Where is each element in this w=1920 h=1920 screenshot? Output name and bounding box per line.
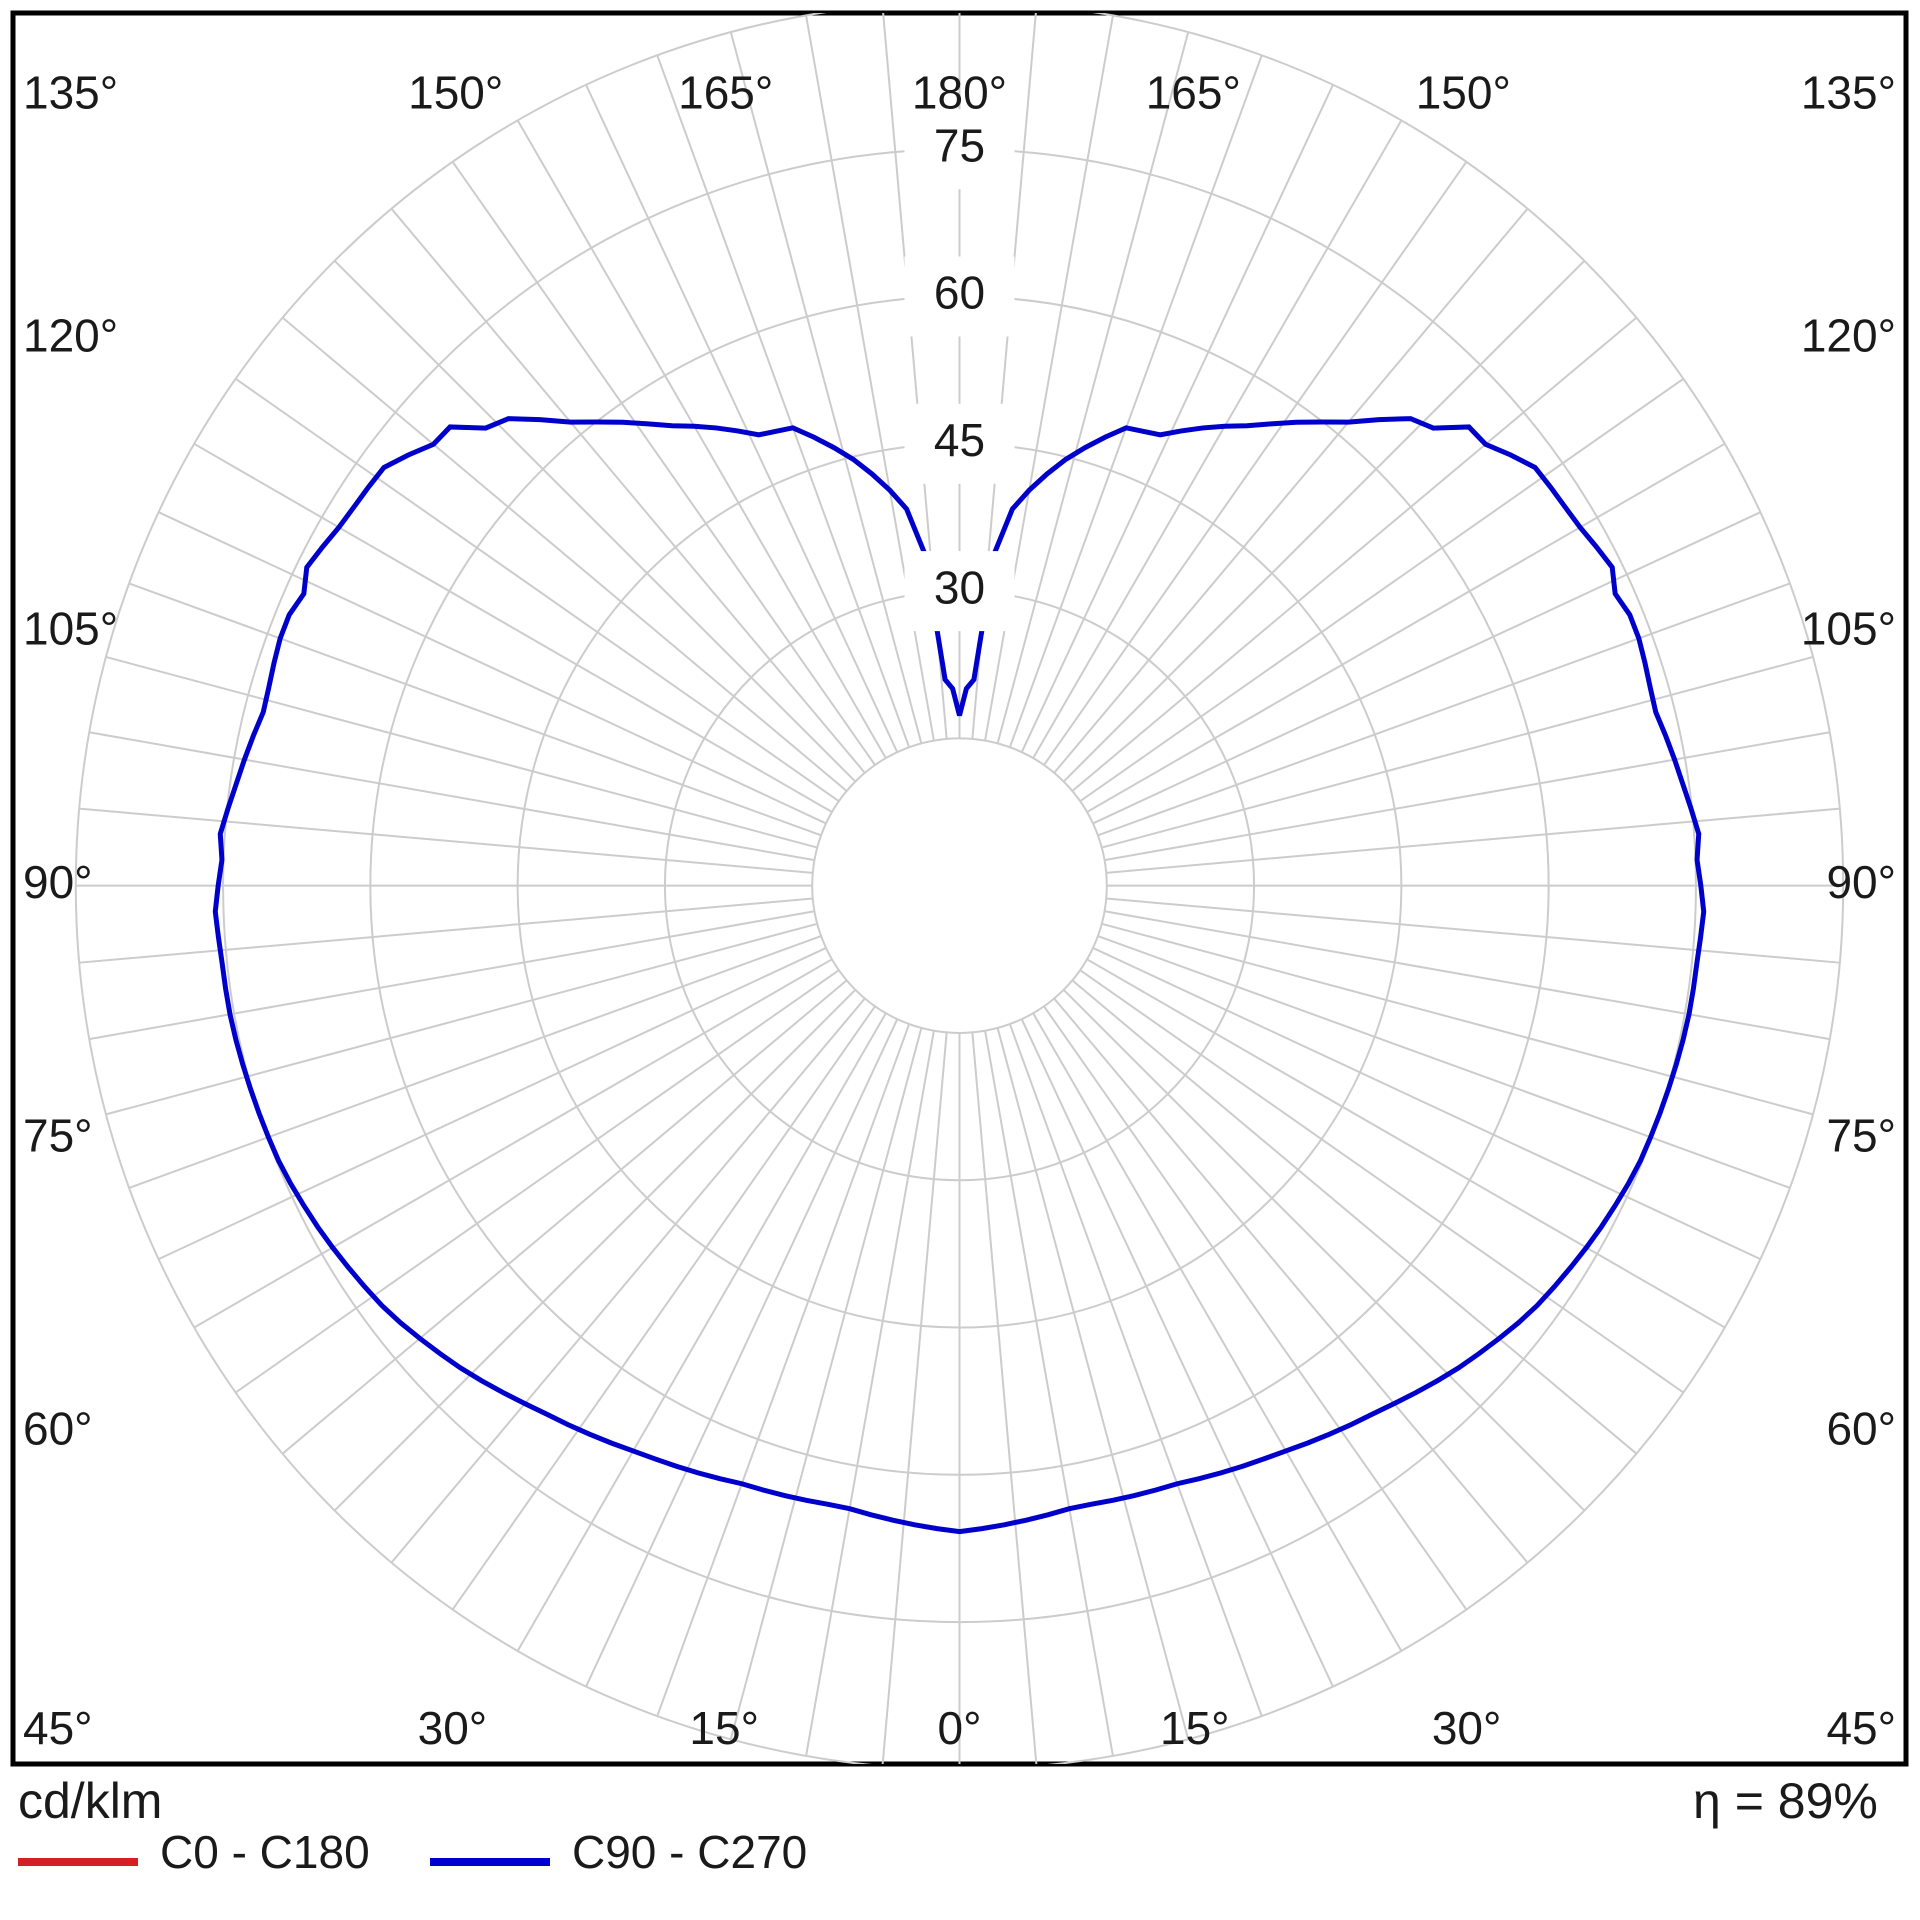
svg-text:15°: 15°	[1160, 1702, 1230, 1754]
svg-text:45°: 45°	[23, 1702, 93, 1754]
svg-text:165°: 165°	[678, 67, 773, 119]
svg-text:90°: 90°	[23, 856, 93, 908]
svg-text:150°: 150°	[1416, 67, 1511, 119]
svg-text:60°: 60°	[1826, 1402, 1896, 1454]
svg-text:60°: 60°	[23, 1402, 93, 1454]
svg-text:15°: 15°	[689, 1702, 759, 1754]
svg-text:30°: 30°	[418, 1702, 488, 1754]
svg-text:30°: 30°	[1432, 1702, 1502, 1754]
svg-text:30: 30	[934, 561, 985, 613]
svg-text:135°: 135°	[1801, 67, 1896, 119]
svg-text:60: 60	[934, 267, 985, 319]
svg-text:90°: 90°	[1826, 856, 1896, 908]
svg-text:75°: 75°	[1826, 1109, 1896, 1161]
svg-text:120°: 120°	[1801, 309, 1896, 361]
svg-text:45: 45	[934, 414, 985, 466]
svg-text:105°: 105°	[1801, 602, 1896, 654]
svg-text:0°: 0°	[938, 1702, 982, 1754]
svg-text:120°: 120°	[23, 309, 118, 361]
svg-text:105°: 105°	[23, 602, 118, 654]
svg-text:135°: 135°	[23, 67, 118, 119]
svg-text:45°: 45°	[1826, 1702, 1896, 1754]
svg-text:165°: 165°	[1146, 67, 1241, 119]
svg-text:150°: 150°	[408, 67, 503, 119]
svg-text:75°: 75°	[23, 1109, 93, 1161]
svg-text:75: 75	[934, 119, 985, 171]
